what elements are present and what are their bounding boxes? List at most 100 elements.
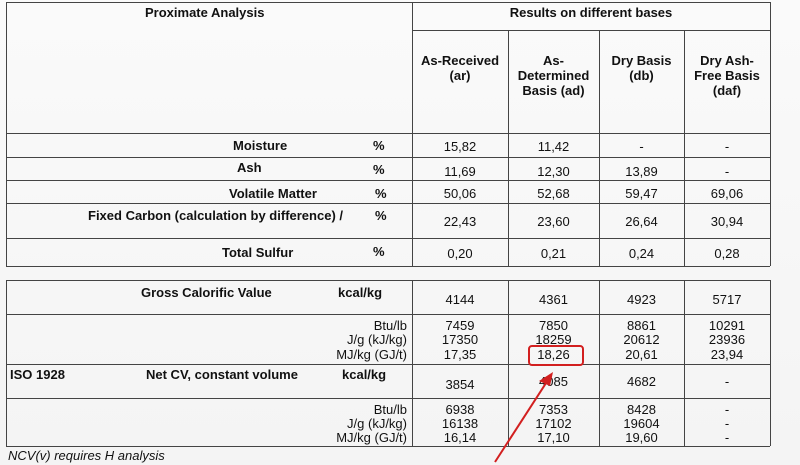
rule bbox=[684, 30, 685, 266]
value-ar: 17,35 bbox=[443, 347, 477, 362]
value-ar: 22,43 bbox=[443, 214, 477, 229]
value-db: - bbox=[639, 139, 644, 154]
value-ar: 6938 bbox=[445, 402, 475, 417]
rule bbox=[6, 2, 770, 3]
basis-line: Dry Ash- bbox=[700, 53, 754, 68]
rule bbox=[6, 2, 7, 266]
value-db: 26,64 bbox=[625, 214, 658, 229]
basis-line: Determined bbox=[517, 68, 590, 83]
value-db: 4923 bbox=[627, 292, 656, 307]
row-label: Volatile Matter bbox=[229, 186, 317, 201]
value-ad: 7850 bbox=[539, 318, 568, 333]
rule bbox=[6, 266, 770, 267]
value-daf: 23,94 bbox=[710, 347, 744, 362]
basis-line: As- bbox=[543, 53, 564, 68]
row-label: Gross Calorific Value bbox=[141, 285, 272, 300]
value-daf: 5717 bbox=[712, 292, 742, 307]
value-daf: - bbox=[724, 374, 730, 389]
rule bbox=[6, 280, 7, 446]
row-label: Total Sulfur bbox=[222, 245, 294, 260]
row-unit: % bbox=[375, 186, 387, 201]
unit-label: MJ/kg (GJ/t) bbox=[336, 347, 407, 362]
value-ad: 7353 bbox=[539, 402, 568, 417]
value-ad: 23,60 bbox=[537, 214, 570, 229]
row-unit: % bbox=[373, 244, 385, 259]
value-db: 19,60 bbox=[625, 430, 658, 445]
value-daf: 69,06 bbox=[710, 186, 744, 201]
rule bbox=[412, 280, 413, 446]
value-ad: 17102 bbox=[535, 416, 572, 431]
value-ad: 11,42 bbox=[537, 139, 570, 154]
row-unit: % bbox=[375, 208, 387, 223]
rule bbox=[6, 238, 770, 239]
rule bbox=[6, 133, 770, 134]
value-ar: 15,82 bbox=[443, 139, 477, 154]
value-ad: 18259 bbox=[535, 332, 572, 347]
unit-label: MJ/kg (GJ/t) bbox=[336, 430, 407, 445]
value-ar: 11,69 bbox=[444, 164, 476, 179]
rule bbox=[6, 180, 770, 181]
value-ar: 4144 bbox=[445, 292, 475, 307]
results-heading: Results on different bases bbox=[509, 5, 673, 20]
value-db: 20612 bbox=[623, 332, 660, 347]
row-label: Moisture bbox=[233, 138, 288, 153]
value-db: 8861 bbox=[627, 318, 656, 333]
row-unit: % bbox=[373, 162, 385, 177]
rule bbox=[6, 157, 770, 158]
value-ar: 17350 bbox=[441, 332, 479, 347]
value-daf: - bbox=[724, 402, 730, 417]
value-daf: - bbox=[724, 139, 730, 154]
value-ar: 3854 bbox=[445, 377, 475, 392]
rule bbox=[6, 364, 770, 365]
value-daf: 30,94 bbox=[710, 214, 744, 229]
row-unit: % bbox=[373, 138, 385, 153]
value-ad: 17,10 bbox=[537, 430, 570, 445]
footnote: NCV(v) requires H analysis bbox=[8, 448, 165, 463]
value-ad: 0,21 bbox=[540, 246, 567, 261]
value-daf: 10291 bbox=[708, 318, 746, 333]
value-db: 20,61 bbox=[625, 347, 658, 362]
rule bbox=[770, 2, 771, 266]
row-unit: kcal/kg bbox=[338, 285, 383, 300]
rule bbox=[6, 398, 770, 399]
unit-label: J/g (kJ/kg) bbox=[347, 332, 407, 347]
row-label: Ash bbox=[237, 160, 262, 175]
value-db: 59,47 bbox=[625, 186, 658, 201]
unit-label: J/g (kJ/kg) bbox=[347, 416, 407, 431]
proximate-analysis-heading: Proximate Analysis bbox=[145, 5, 265, 20]
rule bbox=[508, 280, 509, 446]
rule bbox=[6, 314, 770, 315]
standard-label: ISO 1928 bbox=[10, 367, 65, 382]
value-daf: 23936 bbox=[708, 332, 746, 347]
value-ar: 16,14 bbox=[443, 430, 477, 445]
rule bbox=[684, 280, 685, 446]
rule bbox=[599, 280, 600, 446]
basis-line: Dry Basis bbox=[611, 53, 672, 68]
row-label: Fixed Carbon (calculation by difference)… bbox=[88, 208, 343, 223]
basis-line: (db) bbox=[629, 68, 654, 83]
value-db: 8428 bbox=[627, 402, 656, 417]
value-db: 0,24 bbox=[628, 246, 655, 261]
basis-line: (daf) bbox=[712, 83, 742, 98]
value-daf: - bbox=[724, 164, 730, 179]
value-ad: 52,68 bbox=[537, 186, 570, 201]
rule bbox=[6, 446, 770, 447]
value-daf: - bbox=[724, 430, 730, 445]
basis-line: (ar) bbox=[449, 68, 471, 83]
value-ar: 16138 bbox=[441, 416, 479, 431]
basis-line: Basis (ad) bbox=[522, 83, 585, 98]
value-ar: 0,20 bbox=[447, 246, 473, 261]
highlight-box bbox=[528, 345, 584, 366]
rule bbox=[599, 30, 600, 266]
value-db: 4682 bbox=[627, 374, 656, 389]
value-ar: 50,06 bbox=[443, 186, 477, 201]
value-ad-highlighted: 18,26 bbox=[537, 347, 570, 362]
basis-line: Free Basis bbox=[694, 68, 760, 83]
unit-label: Btu/lb bbox=[373, 402, 407, 417]
rule bbox=[770, 280, 771, 446]
row-label: Net CV, constant volume bbox=[146, 367, 298, 382]
rule bbox=[6, 203, 770, 204]
row-unit: kcal/kg bbox=[342, 367, 387, 382]
